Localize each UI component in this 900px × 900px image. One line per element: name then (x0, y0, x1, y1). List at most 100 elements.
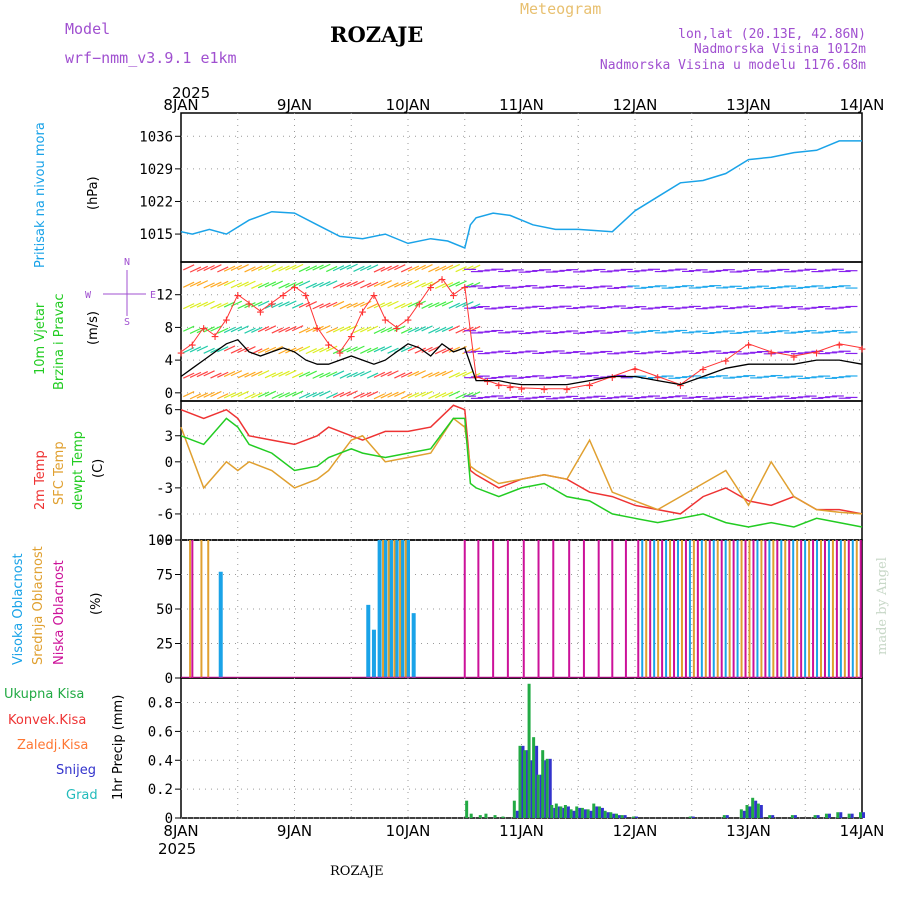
wind-barb (298, 371, 311, 378)
wind-barb (353, 345, 365, 352)
wind-barb (237, 346, 249, 353)
precip-total-bar (813, 815, 817, 818)
wind-barb (210, 325, 222, 332)
x-tick-label-top: 14JAN (840, 96, 885, 114)
wind-barb (434, 348, 447, 355)
wind-barb (278, 265, 290, 272)
elevation-label: Nadmorska Visina 1012m (694, 42, 866, 57)
wind-gust-point: + (438, 272, 446, 287)
cloud-side-label-1: Visoka Oblacnost (11, 553, 26, 665)
wind-barb (366, 325, 379, 332)
precip-total-bar (632, 816, 635, 818)
y-tick-label: -3 (156, 481, 173, 497)
wind-barb (298, 266, 311, 273)
wind-barb (346, 263, 358, 270)
x-tick-label-bottom: 11JAN (499, 822, 544, 840)
cloud-bar (804, 540, 807, 678)
precip-snow-bar (553, 807, 557, 818)
cloud-bar (744, 540, 747, 678)
x-tick-label-bottom: 10JAN (386, 822, 431, 840)
temp-line-0 (180, 404, 863, 515)
credit-label: made by Angel (875, 557, 890, 655)
wind-gust-point: + (427, 281, 435, 296)
wind-barb (414, 347, 426, 354)
cloud-bar (768, 540, 771, 678)
wind-barb (353, 327, 365, 334)
cloud-bar (728, 540, 731, 678)
cloud-bar (764, 540, 767, 678)
precip-total-bar (559, 806, 563, 818)
wind-barb (264, 325, 277, 332)
wind-barb (428, 371, 440, 378)
cloud-bar (839, 540, 842, 678)
precip-snow-bar (793, 815, 797, 818)
wind-barb (428, 345, 440, 353)
wind-gust-line (180, 277, 863, 390)
wind-barb (183, 391, 195, 398)
precip-total-bar (688, 816, 692, 818)
wind-barb (305, 301, 317, 308)
wind-barb (217, 280, 229, 287)
wind-barb (203, 391, 215, 398)
wind-barb (237, 302, 249, 310)
wind-barb (251, 392, 263, 399)
wind-gust-point: + (586, 379, 594, 394)
wind-barb (264, 281, 277, 288)
wind-barb (217, 302, 229, 309)
wind-barb (230, 391, 243, 398)
y-tick-label: 0 (165, 811, 173, 827)
wind-barb (196, 280, 209, 287)
cloud-bar (377, 540, 382, 678)
wind-barb (360, 347, 372, 354)
wind-barb (441, 264, 454, 271)
wind-barb (223, 370, 236, 378)
precip-total-bar (501, 816, 505, 818)
year-bottom: 2025 (158, 840, 196, 858)
wind-barb (346, 390, 358, 397)
wind-barb (353, 301, 365, 308)
wind-barb (223, 326, 236, 334)
cloud-bar (522, 540, 525, 678)
cloud-bar (712, 540, 715, 678)
wind-ylabel: (m/s) (86, 311, 101, 345)
panel-frame-temperature (180, 400, 863, 541)
wind-barb (455, 371, 467, 378)
wind-barb (319, 346, 331, 353)
x-tick-label-top: 8JAN (163, 96, 198, 114)
wind-barb (448, 263, 460, 271)
wind-barb (223, 345, 236, 352)
wind-barb (223, 301, 236, 308)
wind-barb (400, 393, 413, 400)
cloud-bar (506, 540, 509, 678)
wind-barb (428, 392, 440, 400)
x-tick-label-bottom: 13JAN (726, 822, 771, 840)
wind-barb (366, 390, 379, 398)
wind-barb (373, 393, 386, 400)
wind-barb (421, 281, 433, 288)
cloud-bar (665, 540, 668, 678)
wind-barb (353, 280, 365, 287)
precip-snow-bar (539, 774, 543, 818)
wind-barb (332, 370, 345, 377)
wind-barb (189, 327, 202, 335)
wind-barb (291, 372, 304, 379)
wind-barb (428, 266, 440, 273)
wind-barb (189, 371, 202, 378)
precip-snow-bar (515, 810, 519, 818)
wind-barb (264, 302, 277, 309)
compass-w: W (85, 290, 92, 301)
wind-barb (210, 372, 222, 379)
wind-barb (339, 372, 352, 379)
wind-barb (346, 280, 358, 288)
cloud-bar (823, 540, 826, 678)
wind-barb (394, 302, 406, 310)
precip-total-bar (603, 810, 607, 818)
compass-n: N (124, 257, 130, 268)
wind-barb (332, 300, 345, 308)
y-tick-label: 0.2 (148, 782, 173, 798)
precip-total-bar (768, 815, 772, 818)
y-tick-label: 1029 (139, 162, 173, 178)
precip-legend-grad: Grad (66, 788, 98, 803)
wind-gust-point: + (404, 313, 412, 328)
wind-barb (421, 390, 433, 397)
